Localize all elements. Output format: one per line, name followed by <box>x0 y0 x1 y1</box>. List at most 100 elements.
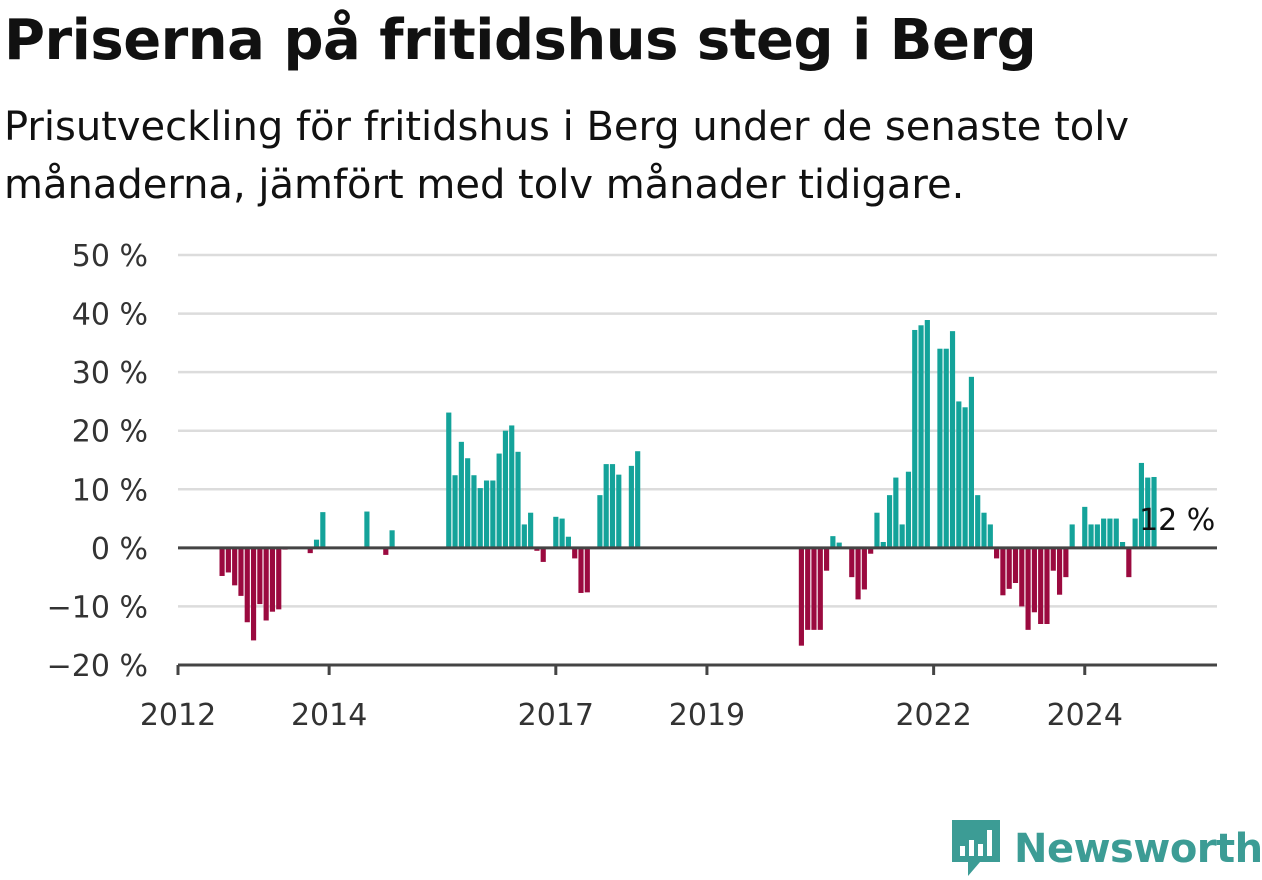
bar <box>320 512 326 548</box>
bar <box>1126 547 1132 578</box>
bar <box>1006 547 1012 589</box>
bar <box>924 320 930 548</box>
bar <box>849 547 855 578</box>
bar <box>1025 547 1031 630</box>
bar <box>886 495 893 548</box>
bar <box>830 536 836 548</box>
bar <box>968 376 974 548</box>
bar <box>609 464 616 548</box>
bar <box>874 512 880 548</box>
bar <box>1094 524 1100 548</box>
bar <box>597 495 603 548</box>
x-tick-label: 2024 <box>1047 698 1123 733</box>
bar <box>1044 547 1050 624</box>
bar <box>635 451 641 548</box>
bar <box>861 547 867 590</box>
bar <box>1056 547 1063 595</box>
bar <box>483 480 490 548</box>
bar <box>1082 506 1088 548</box>
bar <box>987 524 993 548</box>
x-tick-label: 2019 <box>669 698 745 733</box>
bar <box>1145 477 1151 548</box>
bar <box>811 547 817 630</box>
bar <box>540 547 546 562</box>
bar <box>981 512 987 548</box>
bar <box>1113 518 1119 548</box>
bar <box>389 530 395 548</box>
bar <box>956 401 962 548</box>
bar <box>949 331 956 548</box>
bar <box>578 547 584 593</box>
bar <box>937 348 943 548</box>
bar <box>1031 547 1037 613</box>
bar-chart: 50 %40 %30 %20 %10 %0 %−10 %−20 % 2012 20… <box>47 239 1217 733</box>
y-tick-label: 0 % <box>91 532 148 567</box>
bar <box>1119 542 1126 548</box>
bar <box>603 464 609 548</box>
page-title: Priserna på fritidshus steg i Berg <box>4 8 1037 73</box>
bar <box>912 329 918 548</box>
bar <box>943 348 949 548</box>
bar <box>868 547 874 554</box>
bar <box>446 412 452 548</box>
bar <box>276 547 282 610</box>
bar <box>836 542 842 548</box>
bar <box>471 475 477 548</box>
bar <box>855 547 861 600</box>
bar <box>364 511 370 548</box>
bar <box>219 547 225 576</box>
bar <box>1107 518 1113 548</box>
x-tick-label: 2022 <box>895 698 971 733</box>
y-tick-label: 50 % <box>72 239 148 274</box>
y-axis-labels: 50 % 40 % 30 % 20 % 10 % 0 % −10 % −20 % <box>47 239 148 684</box>
x-axis-labels: 2012 2014 2017 2019 2022 2024 <box>140 698 1123 733</box>
newsworthy-logo-icon <box>952 820 1000 876</box>
bar <box>307 547 313 554</box>
bar <box>559 518 565 548</box>
bar <box>257 547 263 605</box>
bar <box>893 477 899 548</box>
bar <box>1000 547 1006 596</box>
bar <box>452 475 458 548</box>
bar <box>616 474 622 548</box>
bar <box>263 547 269 621</box>
newsworthy-logo-text: Newsworthy <box>1014 826 1262 872</box>
bar <box>250 547 257 641</box>
bar <box>502 430 509 548</box>
page-subtitle: Prisutveckling för fritidshus i Berg und… <box>4 104 1130 208</box>
bar <box>490 480 496 548</box>
y-tick-label: 40 % <box>72 298 148 333</box>
bar <box>994 547 1000 559</box>
newsworthy-logo: Newsworthy <box>950 818 1262 880</box>
bar <box>905 471 912 548</box>
bar <box>477 488 483 548</box>
y-tick-label: 30 % <box>72 356 148 391</box>
bar <box>1019 547 1025 607</box>
bar <box>1069 524 1075 548</box>
bar <box>1050 547 1056 571</box>
bars <box>219 320 1157 646</box>
bar <box>1063 547 1069 578</box>
bar <box>628 465 634 548</box>
bar <box>458 441 464 548</box>
bar <box>465 458 471 548</box>
bar <box>962 407 968 548</box>
bar <box>1138 462 1145 548</box>
bar <box>1012 547 1019 583</box>
bar <box>565 536 571 548</box>
x-tick-label: 2014 <box>291 698 367 733</box>
bar <box>269 547 276 612</box>
axes <box>176 546 1217 675</box>
bar <box>238 547 244 596</box>
y-tick-label: 10 % <box>72 473 148 508</box>
bar <box>975 495 981 548</box>
gridlines <box>178 253 1217 608</box>
bar <box>1088 524 1094 548</box>
bar <box>383 547 389 555</box>
bar <box>1151 476 1157 548</box>
y-tick-label: 20 % <box>72 415 148 450</box>
bar <box>244 547 250 623</box>
bar <box>899 524 905 548</box>
bar <box>798 547 804 646</box>
bar <box>1132 518 1138 548</box>
